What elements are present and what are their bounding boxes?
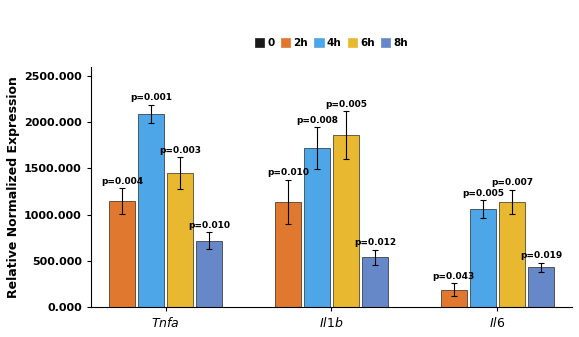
Bar (196, 241, 222, 307)
Text: p=0.010: p=0.010 (188, 221, 230, 230)
Bar (303, 148, 330, 307)
Text: p=0.007: p=0.007 (491, 178, 533, 187)
Bar (333, 135, 359, 307)
Bar (109, 201, 135, 307)
Text: p=0.010: p=0.010 (267, 168, 309, 177)
Bar (499, 202, 525, 307)
Legend: 0, 2h, 4h, 6h, 8h: 0, 2h, 4h, 6h, 8h (251, 34, 412, 52)
Text: p=0.019: p=0.019 (520, 251, 562, 261)
Bar (138, 114, 164, 307)
Bar (470, 209, 496, 307)
Bar (527, 267, 554, 307)
Bar (167, 173, 193, 307)
Bar (274, 202, 301, 307)
Text: p=0.043: p=0.043 (433, 272, 475, 281)
Text: p=0.008: p=0.008 (296, 116, 338, 125)
Text: p=0.004: p=0.004 (101, 177, 143, 186)
Text: p=0.001: p=0.001 (130, 93, 172, 102)
Text: p=0.005: p=0.005 (325, 100, 367, 109)
Text: p=0.005: p=0.005 (462, 189, 504, 197)
Y-axis label: Relative Normalized Expression: Relative Normalized Expression (7, 76, 20, 298)
Bar (362, 257, 389, 307)
Text: p=0.003: p=0.003 (159, 146, 201, 155)
Text: p=0.012: p=0.012 (354, 239, 396, 247)
Bar (441, 290, 467, 307)
